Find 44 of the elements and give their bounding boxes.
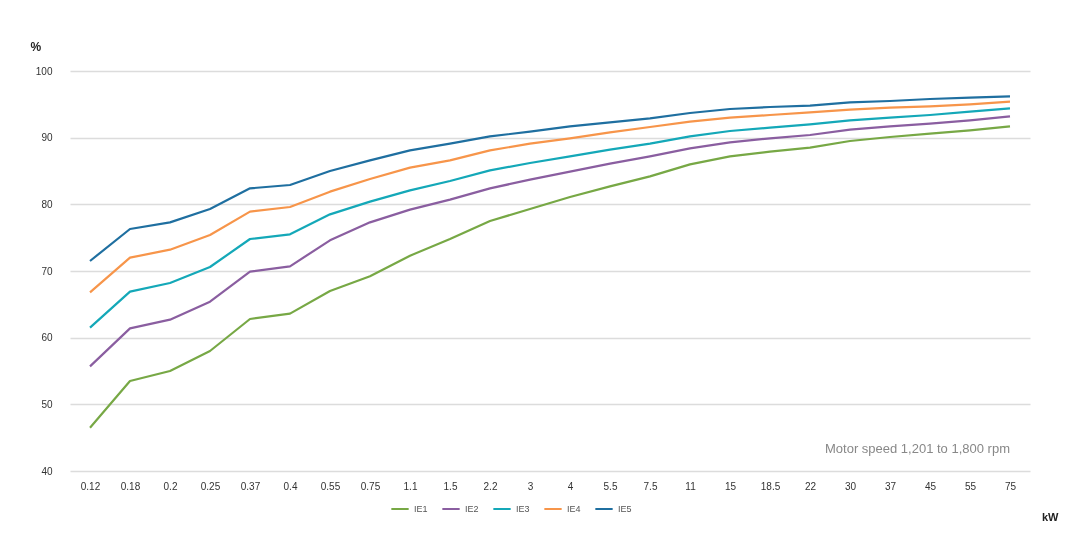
x-tick-label: 45 xyxy=(924,480,937,492)
y-tick-label: 40 xyxy=(41,465,53,477)
x-tick-label: 75 xyxy=(1004,480,1017,492)
x-tick-label: 15 xyxy=(724,480,737,492)
x-axis-title: kW xyxy=(1042,510,1060,523)
x-tick-label: 1.5 xyxy=(443,480,458,492)
line-series xyxy=(88,95,1012,263)
line-series xyxy=(88,115,1012,368)
x-tick-label: 11 xyxy=(685,480,697,492)
x-tick-label: 3 xyxy=(527,480,534,492)
annotation: Motor speed 1,201 to 1,800 rpm xyxy=(824,441,1010,456)
x-tick-label: 0.18 xyxy=(120,480,141,492)
x-tick-label: 22 xyxy=(804,480,817,492)
legend-label: IE2 xyxy=(465,504,479,514)
x-tick-label: 30 xyxy=(844,480,857,492)
line-series xyxy=(88,107,1012,329)
x-tick-label: 2.2 xyxy=(483,480,498,492)
legend-label: IE4 xyxy=(567,504,581,514)
x-tick-label: 4 xyxy=(567,480,574,492)
legend-label: IE3 xyxy=(516,504,530,514)
x-tick-label: 5.5 xyxy=(603,480,618,492)
x-tick-label: 0.25 xyxy=(200,480,221,492)
y-tick-label: 90 xyxy=(41,132,53,144)
x-tick-label: 0.55 xyxy=(320,480,341,492)
x-tick-label: 0.75 xyxy=(360,480,381,492)
x-tick-label: 37 xyxy=(884,480,897,492)
x-tick-label: 1.1 xyxy=(403,480,418,492)
line-series xyxy=(88,100,1012,294)
y-tick-label: 100 xyxy=(35,65,53,77)
x-tick-label: 7.5 xyxy=(643,480,658,492)
x-tick-label: 0.4 xyxy=(283,480,298,492)
y-tick-label: 60 xyxy=(41,332,53,344)
x-tick-label: 0.37 xyxy=(240,480,261,492)
x-tick-label: 55 xyxy=(964,480,977,492)
legend-label: IE1 xyxy=(414,504,428,514)
x-tick-label: 18.5 xyxy=(760,480,781,492)
y-tick-label: 50 xyxy=(41,398,53,410)
y-axis-title: % xyxy=(30,39,42,54)
x-tick-label: 0.12 xyxy=(80,480,101,492)
legend-label: IE5 xyxy=(618,504,632,514)
y-tick-label: 80 xyxy=(41,198,53,210)
line-series xyxy=(88,125,1012,429)
y-tick-label: 70 xyxy=(41,265,53,277)
x-tick-label: 0.2 xyxy=(163,480,178,492)
